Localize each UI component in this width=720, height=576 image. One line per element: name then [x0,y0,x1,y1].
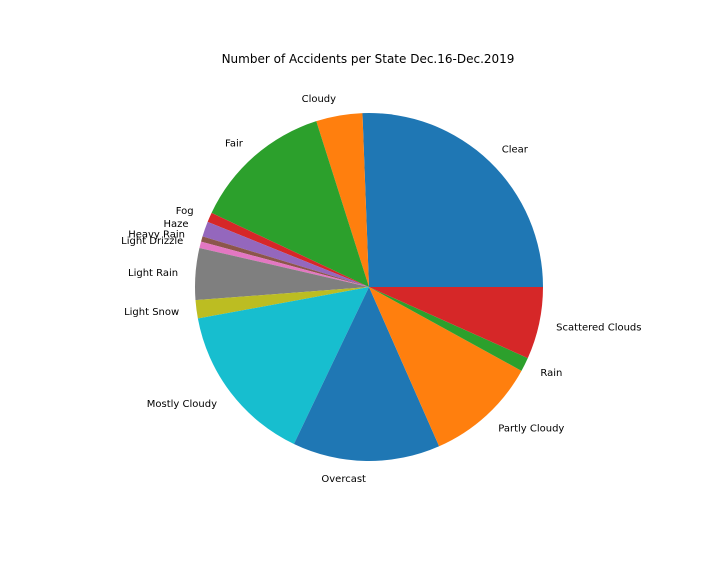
slice-partly-cloudy [369,287,522,447]
slice-haze [202,221,369,287]
chart-title: Number of Accidents per State Dec.16-Dec… [222,52,515,66]
slice-light-rain [194,247,369,301]
slice-label-rain: Rain [540,368,562,379]
slice-heavy-rain [201,236,369,287]
slice-overcast [293,287,440,461]
slice-label-cloudy: Cloudy [302,94,337,105]
slice-rain [369,287,528,371]
slice-scattered-clouds [369,287,543,359]
slice-label-scattered-clouds: Scattered Clouds [556,322,641,333]
slice-label-heavy-rain: Heavy Rain [128,230,185,241]
slice-label-mostly-cloudy: Mostly Cloudy [147,399,217,410]
slice-cloudy [316,113,369,288]
slice-label-fair: Fair [225,139,244,150]
slice-label-light-snow: Light Snow [124,307,179,318]
slice-light-drizzle [199,241,369,287]
slice-mostly-cloudy [197,287,369,444]
slice-fog [207,212,369,287]
slice-fair [211,121,369,288]
slice-label-haze: Haze [163,219,188,230]
pie-slices [194,112,543,461]
slice-label-partly-cloudy: Partly Cloudy [498,424,564,435]
slice-label-light-rain: Light Rain [128,268,178,279]
slice-label-light-drizzle: Light Drizzle [121,236,183,247]
slice-light-snow [195,287,369,319]
slice-label-clear: Clear [502,145,529,156]
slice-label-overcast: Overcast [321,474,366,485]
slice-label-fog: Fog [176,206,194,217]
slice-clear [362,112,543,287]
